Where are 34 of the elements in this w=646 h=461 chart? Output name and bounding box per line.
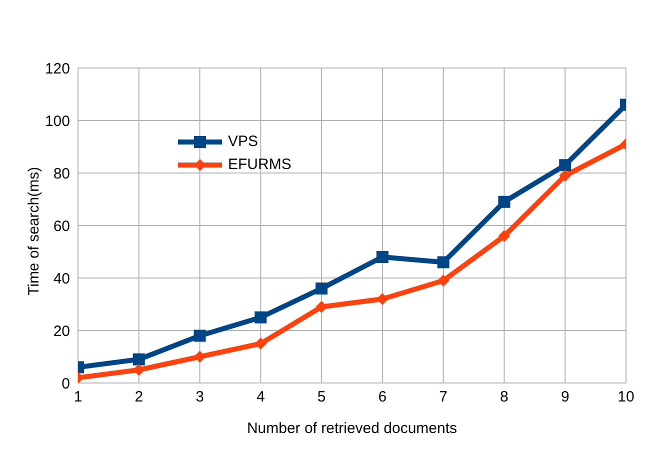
point [498,230,510,242]
point [437,274,450,287]
point [316,282,328,294]
x-tick-label: 4 [256,388,265,406]
x-tick-label: 10 [618,388,634,406]
point [559,159,572,172]
point [437,256,450,268]
point [194,330,206,342]
point [376,251,388,263]
x-tick-label: 5 [317,388,326,406]
x-tick-label: 8 [500,388,508,406]
point [559,170,572,182]
y-tick-label: 120 [44,60,70,78]
point [498,196,510,208]
y-axis-title: Time of search(ms) [25,166,42,296]
x-tick-label: 1 [74,388,82,406]
y-tick-label: 60 [53,218,70,235]
point [132,353,145,366]
x-tick-label: 9 [560,388,570,406]
point [254,311,267,324]
legend-label: EFURMS [228,156,292,173]
x-tick-label: 6 [378,388,387,406]
x-tick-label: 2 [134,388,144,406]
legend-label: VPS [228,133,258,150]
y-tick-label: 100 [44,112,70,130]
point [254,338,267,350]
y-tick-label: 20 [53,322,70,340]
x-tick-label: 7 [439,388,448,406]
point [194,350,206,363]
x-axis-title: Number of retrieved documents [246,420,458,437]
x-tick-label: 3 [196,388,204,406]
y-tick-label: 0 [62,375,70,392]
y-tick-label: 80 [53,165,70,182]
y-tick-label: 40 [53,270,70,288]
